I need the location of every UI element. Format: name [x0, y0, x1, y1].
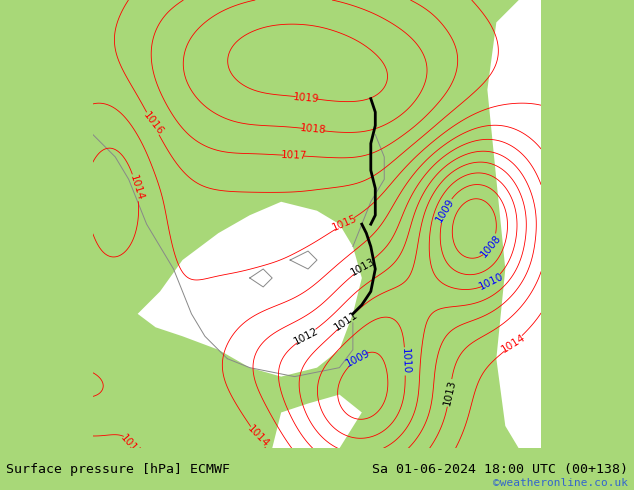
Text: 1010: 1010	[399, 348, 411, 375]
Text: 1009: 1009	[344, 348, 372, 369]
Text: 1015: 1015	[331, 214, 359, 233]
Text: 1014: 1014	[500, 332, 527, 355]
Text: 1009: 1009	[434, 196, 456, 224]
Text: 1014: 1014	[127, 173, 145, 201]
Text: 1017: 1017	[280, 150, 307, 161]
Text: 1013: 1013	[442, 379, 457, 407]
Text: 1018: 1018	[300, 123, 327, 136]
Text: 1015: 1015	[119, 432, 143, 459]
Text: Sa 01-06-2024 18:00 UTC (00+138): Sa 01-06-2024 18:00 UTC (00+138)	[372, 463, 628, 476]
Text: 1008: 1008	[479, 233, 503, 259]
Text: 1016: 1016	[141, 110, 165, 137]
Text: 1013: 1013	[349, 256, 377, 278]
Text: ©weatheronline.co.uk: ©weatheronline.co.uk	[493, 478, 628, 488]
Text: 1012: 1012	[292, 325, 321, 346]
Text: 1011: 1011	[333, 309, 360, 332]
Text: 1014: 1014	[245, 424, 271, 450]
Text: Surface pressure [hPa] ECMWF: Surface pressure [hPa] ECMWF	[6, 463, 230, 476]
Text: 1010: 1010	[477, 271, 506, 292]
Text: 1019: 1019	[292, 92, 320, 104]
